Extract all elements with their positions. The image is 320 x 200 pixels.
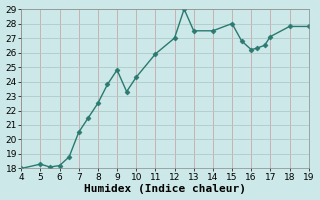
X-axis label: Humidex (Indice chaleur): Humidex (Indice chaleur) [84, 184, 246, 194]
